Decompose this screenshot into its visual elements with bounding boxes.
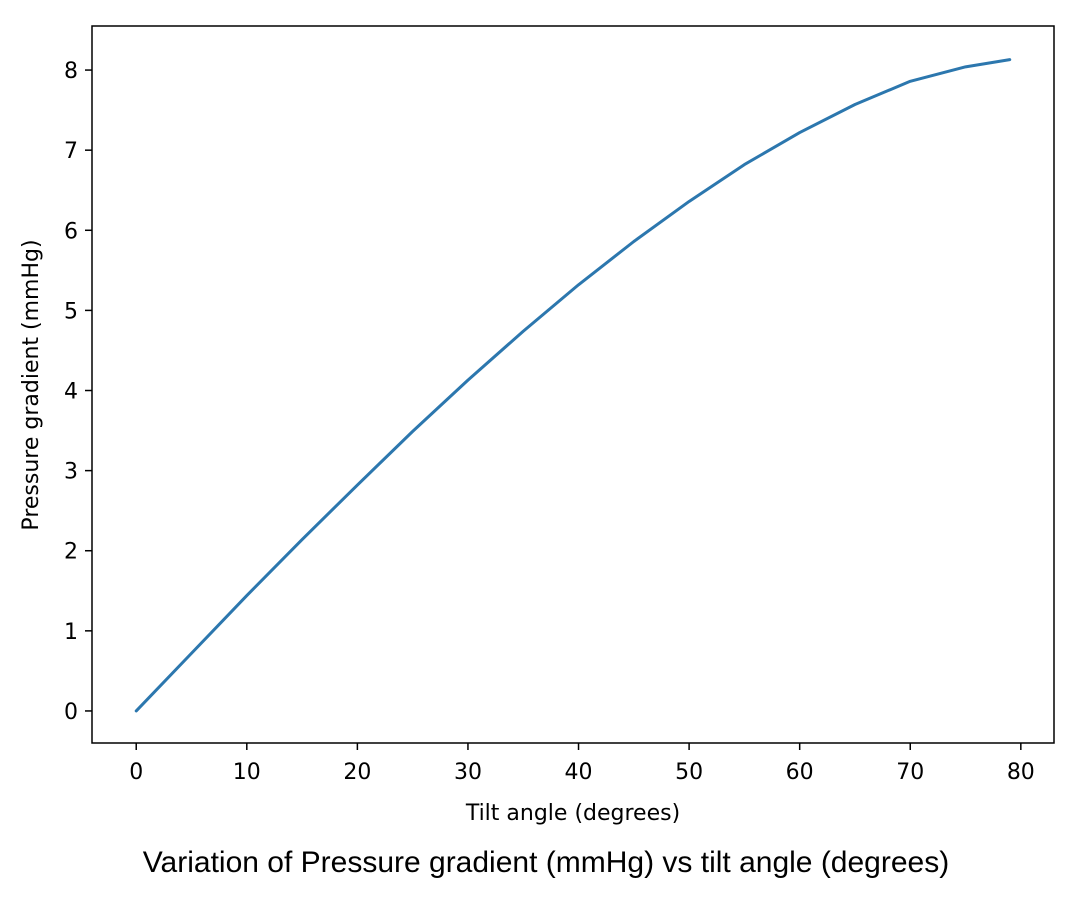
pressure-gradient-line [134,58,1012,713]
x-tick-label: 50 [675,760,703,785]
x-tick-label: 20 [343,760,371,785]
y-tick-label: 3 [64,460,78,485]
x-tick-label: 70 [896,760,924,785]
chart-area: 0 10 20 30 40 50 60 70 80 0 1 2 3 4 5 6 7 8 Tilt angle (… [19,25,1055,826]
x-tick-label: 60 [786,760,814,785]
y-tick-label: 2 [64,540,78,565]
y-tick-label: 5 [64,299,78,324]
x-tick-label: 0 [129,760,143,785]
line-chart: 0 10 20 30 40 50 60 70 80 0 1 2 3 4 5 6 7 8 Tilt angle (… [19,25,1055,826]
x-axis-title: Tilt angle (degrees) [465,801,680,826]
y-tick-label: 4 [64,380,78,405]
x-tick-label: 10 [233,760,261,785]
x-tick-label: 80 [1007,760,1035,785]
plot-frame [91,25,1055,744]
y-tick-label: 0 [64,700,78,725]
x-tick-label: 40 [565,760,593,785]
figure-caption: Variation of Pressure gradient (mmHg) vs… [142,846,950,879]
x-tick-label: 30 [454,760,482,785]
x-axis-ticks: 0 10 20 30 40 50 60 70 80 [129,743,1035,785]
y-tick-label: 1 [64,620,78,645]
y-axis-ticks: 0 1 2 3 4 5 6 7 8 [64,59,92,725]
y-axis-title: Pressure gradient (mmHg) [19,239,44,530]
y-tick-label: 8 [64,59,78,84]
y-tick-label: 7 [64,139,78,164]
y-tick-label: 6 [64,219,78,244]
